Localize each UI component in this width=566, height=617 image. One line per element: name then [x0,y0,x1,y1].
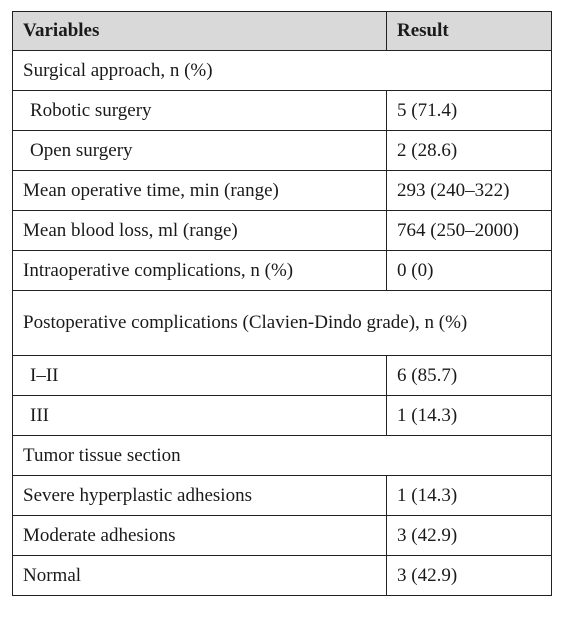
table-row: I–II 6 (85.7) [12,355,552,396]
table-row: Open surgery 2 (28.6) [12,130,552,171]
row-value: 6 (85.7) [386,355,552,396]
section-label: Postoperative complications (Clavien-Din… [12,290,552,356]
table-row: Robotic surgery 5 (71.4) [12,90,552,131]
row-label: Moderate adhesions [12,515,387,556]
row-label: Mean operative time, min (range) [12,170,387,211]
table-row: Intraoperative complications, n (%) 0 (0… [12,250,552,291]
table-row: Normal 3 (42.9) [12,555,552,596]
row-value: 5 (71.4) [386,90,552,131]
row-label: Open surgery [12,130,387,171]
row-value: 3 (42.9) [386,515,552,556]
header-result: Result [386,11,552,51]
table-row-section: Postoperative complications (Clavien-Din… [12,290,552,356]
row-label: I–II [12,355,387,396]
row-value: 2 (28.6) [386,130,552,171]
header-variables: Variables [12,11,387,51]
table-row: Mean operative time, min (range) 293 (24… [12,170,552,211]
row-label: Robotic surgery [12,90,387,131]
results-table: Variables Result Surgical approach, n (%… [12,11,552,596]
table-row: Mean blood loss, ml (range) 764 (250–200… [12,210,552,251]
table-row-section: Tumor tissue section [12,435,552,476]
row-value: 293 (240–322) [386,170,552,211]
table-row: Moderate adhesions 3 (42.9) [12,515,552,556]
row-value: 764 (250–2000) [386,210,552,251]
row-value: 1 (14.3) [386,395,552,436]
table-row-section: Surgical approach, n (%) [12,50,552,91]
table-row: III 1 (14.3) [12,395,552,436]
row-label: Severe hyperplastic adhesions [12,475,387,516]
row-label: III [12,395,387,436]
row-label: Intraoperative complications, n (%) [12,250,387,291]
section-label: Tumor tissue section [12,435,552,476]
row-value: 0 (0) [386,250,552,291]
header-row: Variables Result [12,11,552,51]
row-label: Mean blood loss, ml (range) [12,210,387,251]
row-value: 3 (42.9) [386,555,552,596]
section-label: Surgical approach, n (%) [12,50,552,91]
row-value: 1 (14.3) [386,475,552,516]
row-label: Normal [12,555,387,596]
table-row: Severe hyperplastic adhesions 1 (14.3) [12,475,552,516]
